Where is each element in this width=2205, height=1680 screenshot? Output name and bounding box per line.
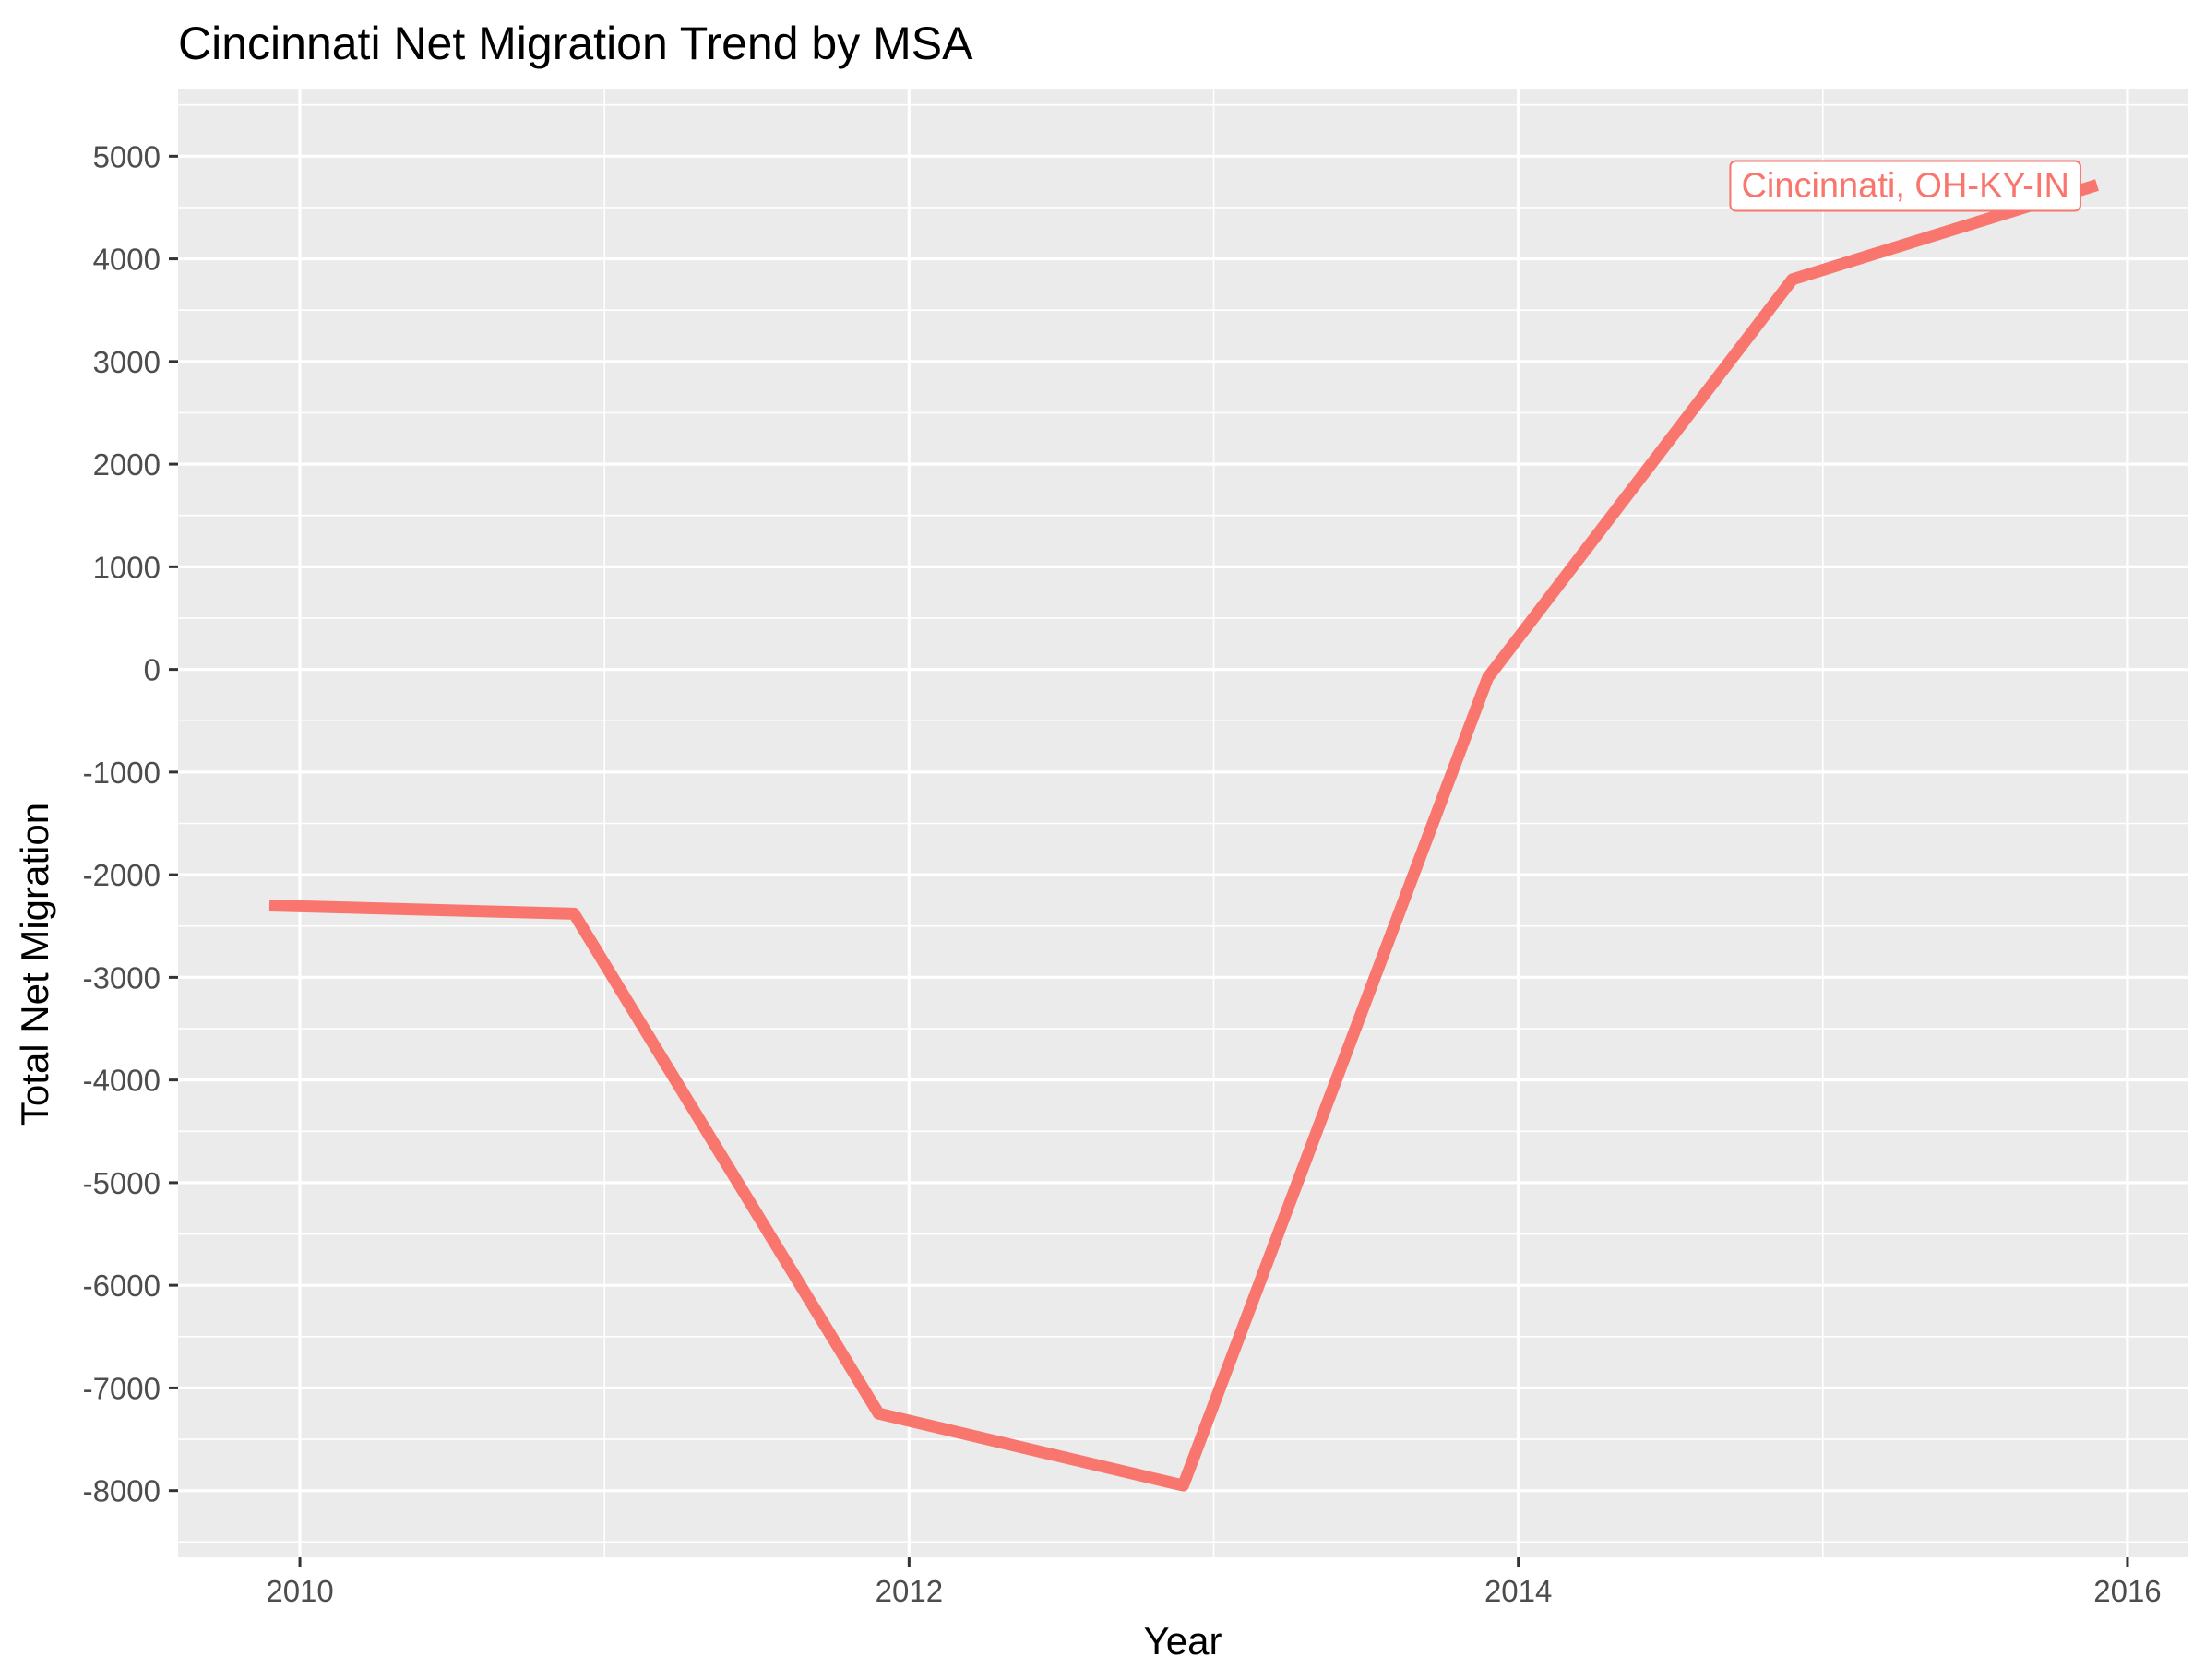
y-tick-label: -6000: [83, 1269, 161, 1303]
axis-ticks: 2010 2012 2014 2016 5000 4000 3000 2000 1000 0 -10…: [83, 139, 2162, 1608]
y-tick-label: 3000: [93, 345, 161, 379]
x-tick-label: 2014: [1484, 1574, 1552, 1608]
y-axis-title: Total Net Migration: [13, 803, 56, 1126]
x-tick-label: 2016: [2093, 1574, 2161, 1608]
y-tick-label: -4000: [83, 1064, 161, 1098]
series-label-box: [1729, 160, 2081, 212]
y-tick-label: -5000: [83, 1166, 161, 1200]
x-tick-label: 2010: [266, 1574, 333, 1608]
y-tick-label: 0: [144, 653, 161, 687]
plot-panel: [178, 89, 2188, 1557]
y-tick-label: -1000: [83, 756, 161, 790]
y-tick-label: -7000: [83, 1371, 161, 1405]
y-tick-label: 2000: [93, 447, 161, 482]
series-layer: Cincinnati, OH-KY-IN: [268, 160, 2099, 1492]
y-tick-label: -2000: [83, 858, 161, 892]
x-tick-label: 2012: [876, 1574, 943, 1608]
series-label-text: Cincinnati, OH-KY-IN: [1741, 166, 2069, 205]
y-tick-label: -3000: [83, 960, 161, 995]
y-tick-label: 1000: [93, 550, 161, 584]
x-axis-title: Year: [1144, 1619, 1222, 1662]
series-label: Cincinnati, OH-KY-IN: [1729, 160, 2081, 212]
y-tick-label: 5000: [93, 139, 161, 173]
y-tick-label: -8000: [83, 1474, 161, 1508]
chart-title: Cincinnati Net Migration Trend by MSA: [178, 18, 973, 69]
y-tick-label: 4000: [93, 243, 161, 277]
